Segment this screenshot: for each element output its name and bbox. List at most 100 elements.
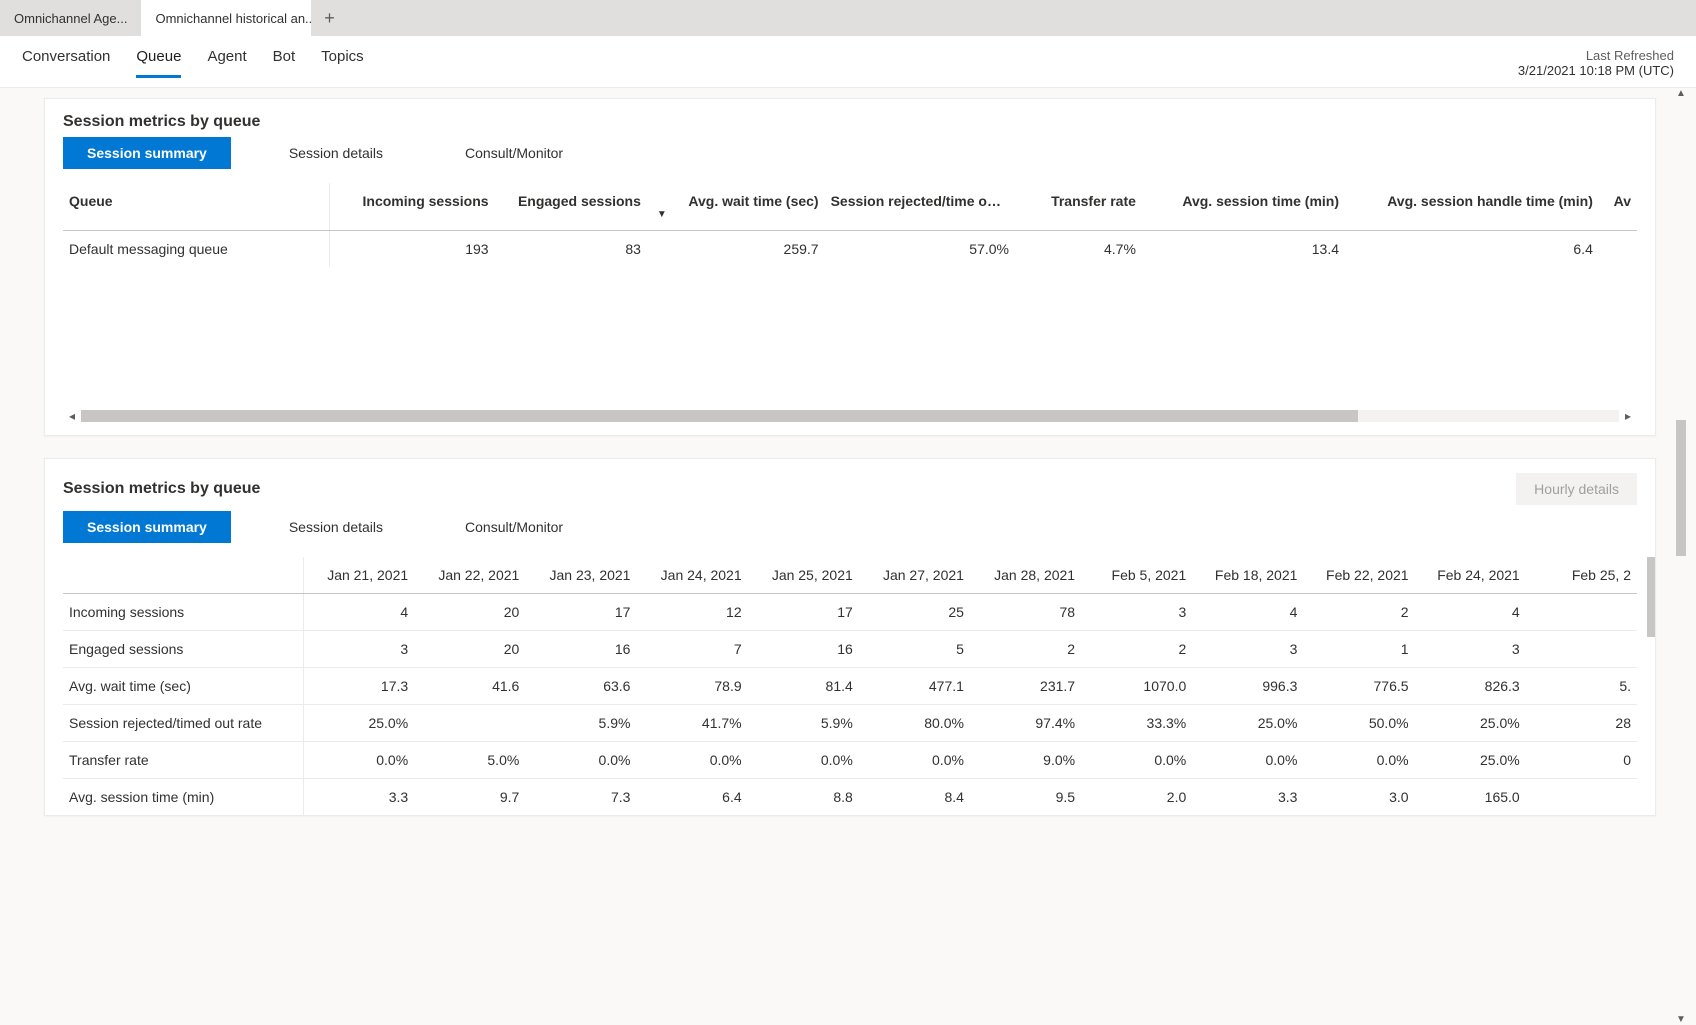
cell-value: 2	[1081, 631, 1192, 668]
cell-value: 25.0%	[1415, 705, 1526, 742]
pill-consult-monitor[interactable]: Consult/Monitor	[441, 137, 587, 169]
cell-value: 0.0%	[636, 742, 747, 779]
horizontal-scrollbar[interactable]: ◂ ▸	[63, 407, 1637, 425]
cell-incoming: 193	[330, 231, 495, 268]
hourly-details-button[interactable]: Hourly details	[1516, 473, 1637, 505]
cell-value: 826.3	[1415, 668, 1526, 705]
cell-handle-time: 6.4	[1345, 231, 1599, 268]
card-session-metrics-queue: Session metrics by queue Session summary…	[44, 98, 1656, 436]
tab-omnichannel-agent[interactable]: Omnichannel Age...	[0, 0, 141, 36]
table-row[interactable]: Incoming sessions42017121725783424	[63, 594, 1637, 631]
cell-value: 7.3	[525, 779, 636, 816]
page-scrollbar[interactable]: ▲ ▼	[1672, 88, 1690, 1025]
table-header-row: Queue Incoming sessions Engaged sessions…	[63, 183, 1637, 231]
col-date[interactable]: Jan 23, 2021	[525, 557, 636, 594]
table-row[interactable]: Default messaging queue 193 83 259.7 57.…	[63, 231, 1637, 268]
subnav-topics[interactable]: Topics	[321, 48, 364, 78]
cell-value: 4	[303, 594, 414, 631]
cell-value: 25	[859, 594, 970, 631]
subnav-conversation[interactable]: Conversation	[22, 48, 110, 78]
cell-value: 1	[1303, 631, 1414, 668]
col-engaged[interactable]: Engaged sessions	[495, 183, 647, 231]
col-incoming[interactable]: Incoming sessions	[330, 183, 495, 231]
cell-value: 25.0%	[1415, 742, 1526, 779]
col-date[interactable]: Feb 25, 2	[1526, 557, 1637, 594]
cell-value: 78	[970, 594, 1081, 631]
cell-value: 2	[970, 631, 1081, 668]
cell-transfer: 4.7%	[1015, 231, 1142, 268]
cell-value: 5.0%	[414, 742, 525, 779]
vertical-scrollbar[interactable]	[1645, 557, 1655, 815]
cell-value: 0.0%	[859, 742, 970, 779]
subnav-queue[interactable]: Queue	[136, 48, 181, 78]
cell-value: 50.0%	[1303, 705, 1414, 742]
subnav-agent[interactable]: Agent	[207, 48, 246, 78]
cell-value: 17.3	[303, 668, 414, 705]
col-transfer[interactable]: Transfer rate	[1015, 183, 1142, 231]
col-extra[interactable]: Av	[1599, 183, 1637, 231]
col-date[interactable]: Jan 28, 2021	[970, 557, 1081, 594]
table-row[interactable]: Transfer rate0.0%5.0%0.0%0.0%0.0%0.0%9.0…	[63, 742, 1637, 779]
daily-table: Jan 21, 2021 Jan 22, 2021 Jan 23, 2021 J…	[63, 557, 1637, 815]
add-tab-button[interactable]: +	[311, 0, 347, 36]
col-date[interactable]: Feb 5, 2021	[1081, 557, 1192, 594]
pill-session-details[interactable]: Session details	[265, 137, 407, 169]
cell-value: 3	[1415, 631, 1526, 668]
tab-omnichannel-historical[interactable]: Omnichannel historical an... ✕	[141, 0, 311, 36]
table-row[interactable]: Avg. wait time (sec)17.341.663.678.981.4…	[63, 668, 1637, 705]
col-wait[interactable]: Avg. wait time (sec) ▼	[647, 183, 825, 231]
cell-value: 5.9%	[525, 705, 636, 742]
cell-value: 776.5	[1303, 668, 1414, 705]
col-session-time[interactable]: Avg. session time (min)	[1142, 183, 1345, 231]
pill-tabs: Session summary Session details Consult/…	[45, 505, 1655, 557]
cell-value	[414, 705, 525, 742]
col-date[interactable]: Jan 21, 2021	[303, 557, 414, 594]
cell-value: 5.	[1526, 668, 1637, 705]
col-date[interactable]: Feb 24, 2021	[1415, 557, 1526, 594]
col-date[interactable]: Feb 18, 2021	[1192, 557, 1303, 594]
col-date[interactable]: Jan 22, 2021	[414, 557, 525, 594]
scroll-down-icon[interactable]: ▼	[1676, 1014, 1686, 1025]
cell-session-time: 13.4	[1142, 231, 1345, 268]
cell-value: 41.7%	[636, 705, 747, 742]
table-row[interactable]: Session rejected/timed out rate25.0%5.9%…	[63, 705, 1637, 742]
col-handle-time[interactable]: Avg. session handle time (min)	[1345, 183, 1599, 231]
cell-value: 33.3%	[1081, 705, 1192, 742]
col-queue[interactable]: Queue	[63, 183, 330, 231]
col-date[interactable]: Jan 25, 2021	[748, 557, 859, 594]
scroll-right-icon[interactable]: ▸	[1619, 409, 1637, 423]
table-row[interactable]: Avg. session time (min)3.39.77.36.48.88.…	[63, 779, 1637, 816]
scroll-thumb[interactable]	[1647, 557, 1655, 637]
subnav-bot[interactable]: Bot	[273, 48, 296, 78]
subnav: Conversation Queue Agent Bot Topics	[22, 48, 364, 78]
cell-value: 17	[748, 594, 859, 631]
cell-value: 3	[1192, 631, 1303, 668]
pill-consult-monitor[interactable]: Consult/Monitor	[441, 511, 587, 543]
col-date[interactable]: Jan 27, 2021	[859, 557, 970, 594]
col-rejected[interactable]: Session rejected/time out rate	[825, 183, 1015, 231]
scroll-thumb[interactable]	[1676, 420, 1686, 557]
cell-value: 4	[1415, 594, 1526, 631]
cell-value: 165.0	[1415, 779, 1526, 816]
scroll-up-icon[interactable]: ▲	[1676, 88, 1686, 99]
scroll-thumb[interactable]	[81, 410, 1358, 422]
pill-tabs: Session summary Session details Consult/…	[45, 131, 1655, 183]
cell-value: 25.0%	[1192, 705, 1303, 742]
cell-value: 5	[859, 631, 970, 668]
pill-session-summary[interactable]: Session summary	[63, 511, 231, 543]
scroll-track[interactable]	[81, 410, 1619, 422]
cell-value: 3	[303, 631, 414, 668]
cell-value: 2.0	[1081, 779, 1192, 816]
table-row[interactable]: Engaged sessions32016716522313	[63, 631, 1637, 668]
cell-value: 0	[1526, 742, 1637, 779]
cell-value: 41.6	[414, 668, 525, 705]
col-date[interactable]: Feb 22, 2021	[1303, 557, 1414, 594]
scroll-left-icon[interactable]: ◂	[63, 409, 81, 423]
card-title: Session metrics by queue	[63, 480, 260, 498]
pill-session-summary[interactable]: Session summary	[63, 137, 231, 169]
pill-session-details[interactable]: Session details	[265, 511, 407, 543]
cell-value: 3.3	[1192, 779, 1303, 816]
cell-value: 2	[1303, 594, 1414, 631]
cell-engaged: 83	[495, 231, 647, 268]
col-date[interactable]: Jan 24, 2021	[636, 557, 747, 594]
